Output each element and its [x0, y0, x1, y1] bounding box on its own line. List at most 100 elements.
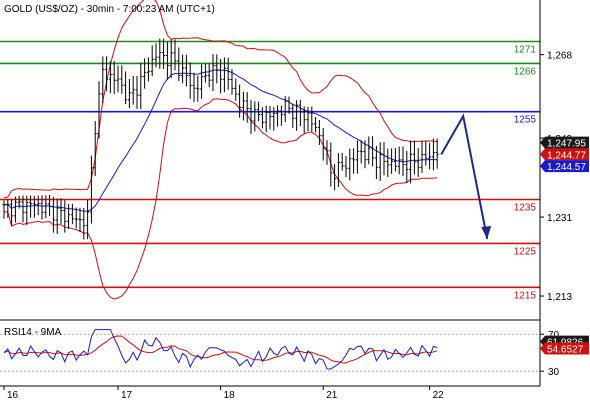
candle — [97, 81, 101, 139]
candle — [336, 153, 340, 187]
time-tick-label: 22 — [433, 390, 445, 400]
candle — [10, 199, 14, 227]
candle — [420, 140, 424, 173]
candle — [211, 54, 215, 91]
candle — [238, 84, 242, 118]
candle — [181, 54, 185, 84]
candle — [63, 200, 67, 233]
candle — [222, 57, 226, 93]
candle — [298, 99, 302, 127]
candle — [234, 78, 238, 101]
candle — [135, 75, 139, 109]
candle — [196, 75, 200, 102]
candle — [378, 142, 382, 181]
rsi-panel[interactable]: RSI14 - 9MA — [0, 327, 540, 372]
candle — [424, 140, 428, 166]
candle — [314, 116, 318, 133]
candle — [428, 142, 432, 170]
candle — [6, 199, 10, 218]
candle — [105, 56, 109, 92]
candle — [124, 71, 128, 105]
candle — [416, 148, 420, 177]
main-panel[interactable]: 1271 1266 1255 1235 1225 1215 GOLD (US$/OZ) -… — [0, 0, 540, 321]
rsi-title: RSI14 - 9MA — [4, 327, 62, 338]
candle — [127, 79, 131, 109]
candle — [397, 146, 401, 175]
candle — [131, 75, 135, 105]
candle — [435, 138, 439, 169]
candle — [291, 103, 295, 128]
chart-title: GOLD (US$/OZ) - 30min - 7:00:23 AM (UTC+… — [4, 4, 215, 15]
forecast-arrow-head — [481, 226, 492, 239]
time-tick-label: 18 — [224, 390, 236, 400]
candle — [154, 43, 158, 68]
candle — [249, 100, 253, 135]
level-label: 1225 — [514, 246, 537, 257]
candle — [203, 63, 207, 83]
rsi-ma-line — [3, 335, 438, 364]
level-label: 1266 — [514, 66, 537, 77]
candle — [355, 140, 359, 174]
candle — [382, 142, 386, 176]
candle — [412, 140, 416, 175]
bollinger-lower-band — [3, 98, 438, 300]
candle — [169, 39, 173, 79]
candle — [264, 105, 268, 133]
svg-text:1,244.77: 1,244.77 — [547, 150, 586, 161]
candle — [21, 195, 25, 223]
candle — [143, 58, 147, 89]
time-tick-label: 21 — [326, 390, 338, 400]
candle — [51, 197, 55, 233]
candle — [325, 140, 329, 165]
candle — [82, 207, 86, 240]
candle — [215, 54, 219, 84]
candle — [120, 65, 124, 94]
candle — [162, 38, 166, 70]
candle — [321, 127, 325, 161]
candle — [340, 152, 344, 171]
candle — [184, 54, 188, 87]
candle — [431, 138, 435, 171]
candle — [177, 47, 181, 82]
candle — [374, 145, 378, 179]
candle — [200, 64, 204, 99]
candle — [352, 148, 356, 174]
candle — [386, 148, 390, 178]
candle — [146, 57, 150, 82]
candle — [29, 195, 33, 218]
rsi-value-tag: 54.6527 — [540, 342, 589, 355]
candle — [207, 63, 211, 88]
candle — [279, 105, 283, 126]
candle — [367, 136, 371, 165]
candle — [344, 156, 348, 178]
candle — [89, 155, 93, 224]
svg-text:54.6527: 54.6527 — [547, 344, 584, 355]
candle — [188, 62, 192, 99]
candle — [70, 203, 74, 225]
candle — [86, 199, 90, 240]
candle — [245, 92, 249, 123]
level-label: 1215 — [514, 290, 537, 301]
candle — [333, 164, 337, 191]
candle — [287, 96, 291, 114]
rsi-line — [3, 329, 438, 370]
candle — [67, 204, 71, 230]
candle — [173, 39, 177, 71]
candle — [260, 107, 264, 129]
candle — [219, 59, 223, 94]
candle — [272, 107, 276, 131]
candle — [17, 195, 21, 209]
candle — [359, 140, 363, 164]
forecast-arrow — [440, 113, 489, 240]
candle — [401, 146, 405, 176]
candle — [13, 196, 17, 223]
candle — [48, 194, 52, 217]
candle — [295, 100, 299, 131]
candle — [409, 140, 413, 184]
candle — [393, 148, 397, 172]
price-tag: 1,247.95 — [540, 136, 589, 150]
level-label: 1255 — [514, 115, 537, 126]
candle — [78, 207, 82, 233]
candle — [2, 200, 6, 219]
